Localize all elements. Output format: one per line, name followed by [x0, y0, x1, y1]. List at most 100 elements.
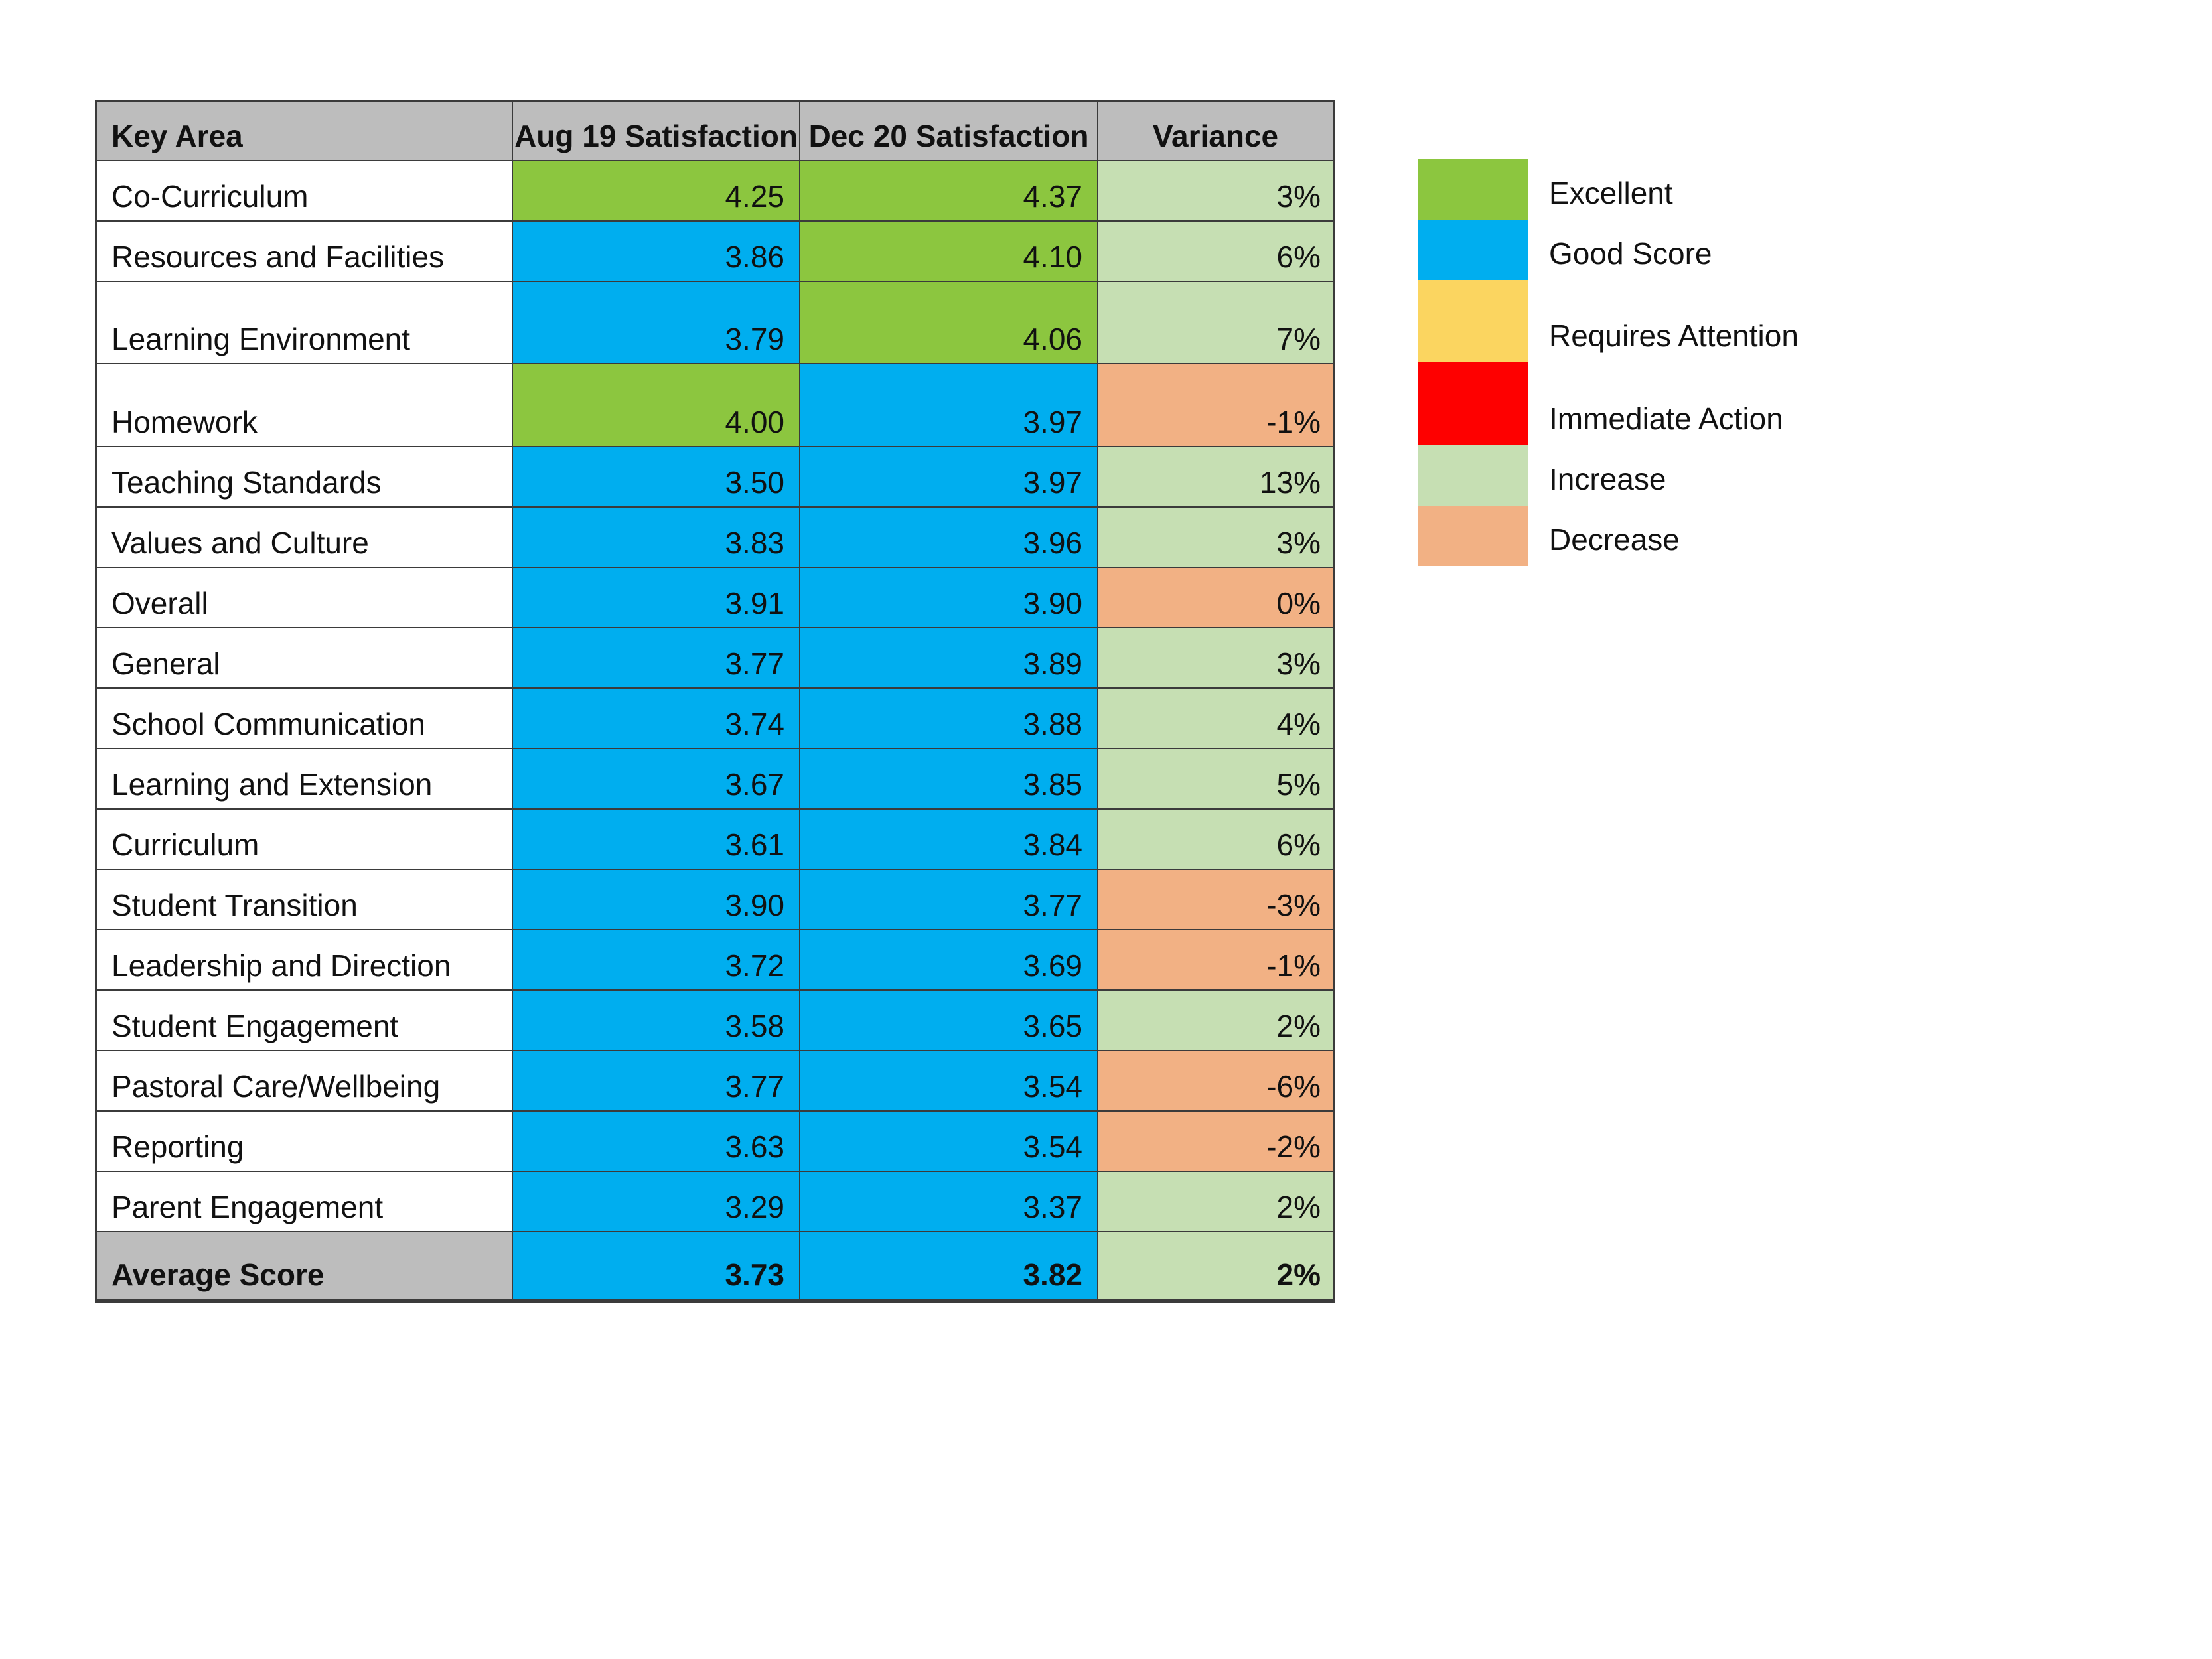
- legend-item: Excellent: [1418, 159, 1882, 220]
- legend-swatch-attention: [1418, 280, 1528, 362]
- table-cell-area: Student Transition: [97, 870, 513, 929]
- table-cell-variance: 6%: [1098, 810, 1333, 869]
- legend-swatch-decrease: [1418, 506, 1528, 566]
- table-row: Curriculum 3.61 3.84 6%: [97, 810, 1333, 870]
- table-row: Leadership and Direction 3.72 3.69 -1%: [97, 930, 1333, 991]
- table-row: General 3.77 3.89 3%: [97, 628, 1333, 689]
- table-row: Teaching Standards 3.50 3.97 13%: [97, 447, 1333, 508]
- table-cell-variance: 3%: [1098, 161, 1333, 220]
- table-cell-variance: 2%: [1098, 1172, 1333, 1231]
- table-cell-variance: -3%: [1098, 870, 1333, 929]
- table-cell-aug: 3.86: [513, 222, 800, 281]
- column-header: Variance: [1152, 119, 1279, 154]
- legend-swatch-immediate: [1418, 362, 1528, 445]
- table-cell-aug: 4.00: [513, 364, 800, 446]
- table-cell-aug: 3.72: [513, 930, 800, 989]
- table-cell-dec: 3.97: [800, 364, 1098, 446]
- legend-item: Increase: [1418, 445, 1882, 506]
- table-cell-area: Pastoral Care/Wellbeing: [97, 1051, 513, 1110]
- table-cell-area: Curriculum: [97, 810, 513, 869]
- table-row: Values and Culture 3.83 3.96 3%: [97, 508, 1333, 568]
- legend-swatch-good: [1418, 220, 1528, 280]
- legend-label: Requires Attention: [1549, 319, 1799, 354]
- table-cell-aug: 3.83: [513, 508, 800, 567]
- table-cell-aug: 3.79: [513, 282, 800, 363]
- table-cell-variance: 3%: [1098, 508, 1333, 567]
- table-cell-area: Values and Culture: [97, 508, 513, 567]
- legend-label: Immediate Action: [1549, 401, 1783, 437]
- table-cell-area: School Communication: [97, 689, 513, 748]
- table-row: Reporting 3.63 3.54 -2%: [97, 1112, 1333, 1172]
- table-row: Student Transition 3.90 3.77 -3%: [97, 870, 1333, 930]
- legend-item: Decrease: [1418, 506, 1882, 566]
- table-cell-variance: 3%: [1098, 628, 1333, 687]
- table-row: Pastoral Care/Wellbeing 3.77 3.54 -6%: [97, 1051, 1333, 1112]
- table-cell-dec: 3.85: [800, 749, 1098, 808]
- table-cell-aug: 3.77: [513, 1051, 800, 1110]
- table-cell-aug: 3.67: [513, 749, 800, 808]
- table-body: Co-Curriculum 4.25 4.37 3% Resources and Fac…: [97, 161, 1333, 1299]
- legend-label: Good Score: [1549, 236, 1712, 271]
- table-row: Co-Curriculum 4.25 4.37 3%: [97, 161, 1333, 222]
- table-cell-area: Average Score: [97, 1232, 513, 1299]
- table-cell-area: Learning Environment: [97, 282, 513, 363]
- table-cell-dec: 3.88: [800, 689, 1098, 748]
- table-cell-area: Learning and Extension: [97, 749, 513, 808]
- table-cell-variance: 13%: [1098, 447, 1333, 506]
- table-cell-area: Overall: [97, 568, 513, 627]
- table-cell-dec: 3.77: [800, 870, 1098, 929]
- table-cell-variance: -1%: [1098, 364, 1333, 446]
- table-cell-variance: 5%: [1098, 749, 1333, 808]
- table-row: Learning and Extension 3.67 3.85 5%: [97, 749, 1333, 810]
- column-header: Aug 19 Satisfaction: [513, 102, 800, 160]
- legend-item: Requires Attention: [1418, 280, 1882, 362]
- table-cell-dec: 3.69: [800, 930, 1098, 989]
- column-header: Key Area: [97, 102, 513, 160]
- table-cell-area: General: [97, 628, 513, 687]
- table-cell-area: Co-Curriculum: [97, 161, 513, 220]
- table-cell-dec: 3.54: [800, 1051, 1098, 1110]
- table-cell-area: Reporting: [97, 1112, 513, 1171]
- table-cell-dec: 3.82: [800, 1232, 1098, 1299]
- table-cell-dec: 3.84: [800, 810, 1098, 869]
- table-cell-aug: 3.61: [513, 810, 800, 869]
- legend-label: Increase: [1549, 462, 1666, 497]
- table-cell-aug: 3.63: [513, 1112, 800, 1171]
- table-cell-aug: 3.58: [513, 991, 800, 1050]
- table-cell-variance: 2%: [1098, 1232, 1333, 1299]
- table-cell-dec: 3.65: [800, 991, 1098, 1050]
- table-cell-area: Resources and Facilities: [97, 222, 513, 281]
- table-cell-dec: 3.37: [800, 1172, 1098, 1231]
- table-cell-aug: 3.77: [513, 628, 800, 687]
- table-cell-aug: 4.25: [513, 161, 800, 220]
- table-cell-dec: 4.06: [800, 282, 1098, 363]
- table-cell-area: Homework: [97, 364, 513, 446]
- table-cell-area: Parent Engagement: [97, 1172, 513, 1231]
- table-cell-dec: 3.54: [800, 1112, 1098, 1171]
- table-row: Resources and Facilities 3.86 4.10 6%: [97, 222, 1333, 282]
- table-cell-aug: 3.29: [513, 1172, 800, 1231]
- table-row: Learning Environment 3.79 4.06 7%: [97, 282, 1333, 364]
- legend-label: Decrease: [1549, 522, 1680, 557]
- table-cell-dec: 4.37: [800, 161, 1098, 220]
- table-cell-variance: 7%: [1098, 282, 1333, 363]
- table-header-row: Key Area Aug 19 Satisfaction Dec 20 Satisf…: [97, 102, 1333, 161]
- column-header: Dec 20 Satisfaction: [800, 102, 1098, 160]
- legend-swatch-increase: [1418, 445, 1528, 506]
- table-cell-aug: 3.91: [513, 568, 800, 627]
- table-cell-aug: 3.50: [513, 447, 800, 506]
- table-row: Student Engagement 3.58 3.65 2%: [97, 991, 1333, 1051]
- table-cell-dec: 3.97: [800, 447, 1098, 506]
- color-legend: Excellent Good Score Requires Attention Imm…: [1418, 159, 1882, 566]
- table-cell-aug: 3.90: [513, 870, 800, 929]
- table-row: Homework 4.00 3.97 -1%: [97, 364, 1333, 447]
- table-cell-dec: 3.89: [800, 628, 1098, 687]
- legend-label: Excellent: [1549, 176, 1673, 211]
- table-cell-variance: -1%: [1098, 930, 1333, 989]
- table-row: School Communication 3.74 3.88 4%: [97, 689, 1333, 749]
- table-cell-dec: 3.96: [800, 508, 1098, 567]
- table-cell-variance: 6%: [1098, 222, 1333, 281]
- table-cell-dec: 4.10: [800, 222, 1098, 281]
- table-cell-area: Teaching Standards: [97, 447, 513, 506]
